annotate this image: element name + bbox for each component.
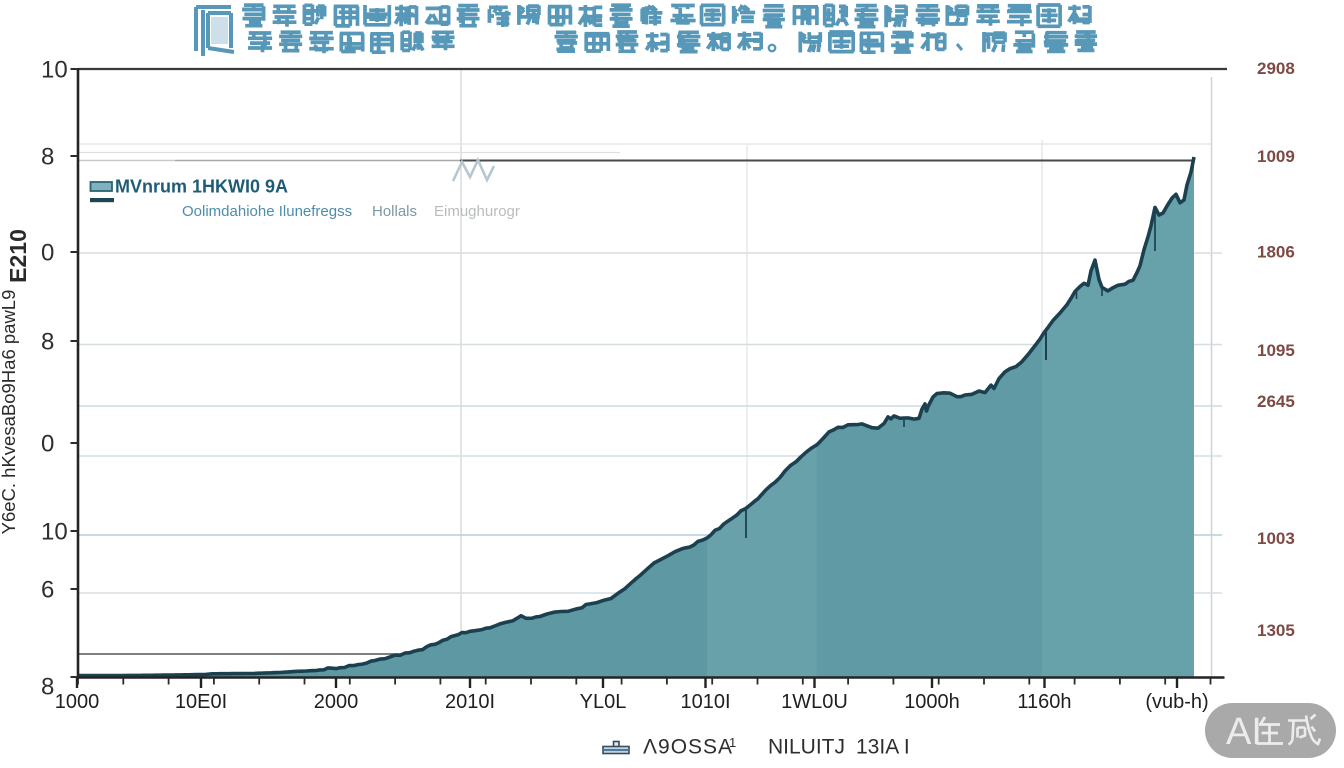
svg-text:10: 10 <box>41 519 68 546</box>
svg-text:0: 0 <box>41 431 54 458</box>
svg-text:YL0L: YL0L <box>580 691 627 713</box>
svg-text:6: 6 <box>41 577 54 604</box>
svg-text:Eimughurogr: Eimughurogr <box>434 203 520 220</box>
svg-text:8: 8 <box>41 329 54 356</box>
svg-text:1160h: 1160h <box>1017 691 1071 713</box>
svg-text:1095: 1095 <box>1257 341 1295 360</box>
svg-text:8: 8 <box>41 144 54 171</box>
svg-text:AI: AI <box>1226 711 1262 753</box>
svg-text:13IA I: 13IA I <box>856 736 910 759</box>
svg-text:1: 1 <box>729 735 736 750</box>
svg-text:(vub-h): (vub-h) <box>1145 691 1208 713</box>
svg-text:2908: 2908 <box>1257 59 1295 78</box>
svg-text:1010I: 1010I <box>680 691 730 713</box>
svg-text:1305: 1305 <box>1257 621 1295 640</box>
svg-text:8: 8 <box>41 674 54 701</box>
svg-text:2010I: 2010I <box>445 691 495 713</box>
svg-text:MVnrum 1HKWI0 9A: MVnrum 1HKWI0 9A <box>115 177 288 197</box>
svg-text:1009: 1009 <box>1257 147 1295 166</box>
svg-text:1000: 1000 <box>55 691 100 713</box>
svg-text:1003: 1003 <box>1257 529 1295 548</box>
svg-text:2000: 2000 <box>314 691 359 713</box>
svg-text:1806: 1806 <box>1257 243 1295 262</box>
svg-text:2645: 2645 <box>1257 392 1295 411</box>
svg-text:1000h: 1000h <box>904 691 960 713</box>
svg-text:Λ9OSSA: Λ9OSSA <box>643 736 733 759</box>
svg-text:Oolimdahiohe Ilunefregss: Oolimdahiohe Ilunefregss <box>182 203 352 220</box>
svg-text:1WL0U: 1WL0U <box>781 691 848 713</box>
svg-text:Hollals: Hollals <box>372 203 417 220</box>
svg-text:E210: E210 <box>5 229 31 283</box>
svg-text:10E0I: 10E0I <box>175 691 227 713</box>
svg-text:10: 10 <box>41 57 68 84</box>
svg-text:Y6eC. hKvesaBo9Ha6 pawL9: Y6eC. hKvesaBo9Ha6 pawL9 <box>0 290 19 535</box>
svg-text:NILUITJ: NILUITJ <box>768 736 845 759</box>
svg-text:0: 0 <box>41 240 54 267</box>
